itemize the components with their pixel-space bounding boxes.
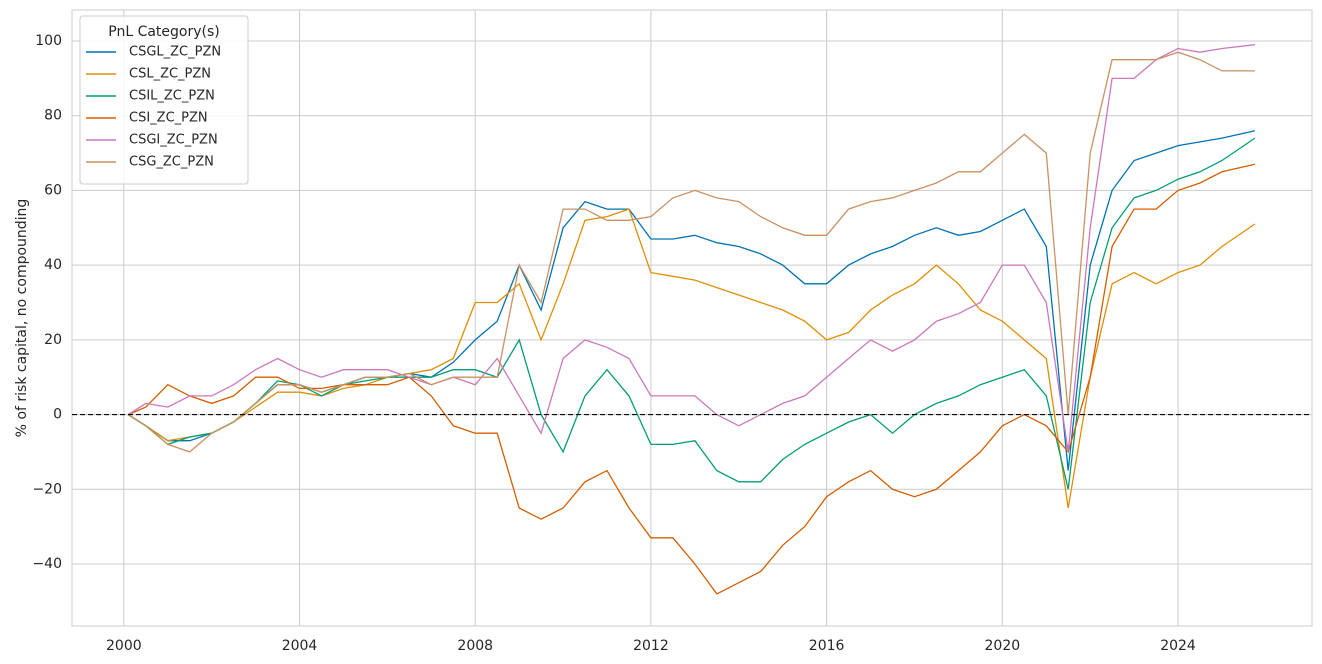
legend-box [79, 15, 249, 185]
series-line [127, 208, 1256, 509]
y-tick-label: 100 [35, 33, 62, 49]
y-tick-label: −20 [32, 481, 62, 497]
y-tick-label: 20 [44, 332, 62, 348]
legend-label: CSGI_ZC_PZN [129, 133, 218, 148]
y-tick-label: 0 [53, 407, 62, 423]
y-tick-label: −40 [32, 556, 62, 572]
x-tick-label: 2016 [809, 638, 845, 654]
legend-title: PnL Category(s) [108, 24, 220, 40]
y-axis-label: % of risk capital, no compounding [14, 199, 30, 438]
series-line [127, 44, 1255, 452]
x-tick-label: 2000 [106, 638, 142, 654]
x-tick-label: 2012 [633, 638, 669, 654]
x-tick-label: 2008 [457, 638, 493, 654]
x-tick-label: 2020 [985, 638, 1021, 654]
legend-label: CSI_ZC_PZN [129, 111, 208, 126]
series-line [127, 51, 1255, 453]
series-line [127, 137, 1256, 490]
x-tick-label: 2004 [282, 638, 318, 654]
y-tick-label: 80 [44, 108, 62, 124]
plot-area [71, 9, 1313, 627]
legend-label: CSG_ZC_PZN [129, 155, 214, 170]
legend-label: CSIL_ZC_PZN [129, 89, 215, 104]
y-tick-label: 60 [44, 182, 62, 198]
x-tick-label: 2024 [1160, 638, 1196, 654]
legend-label: CSL_ZC_PZN [129, 67, 211, 82]
y-tick-label: 40 [44, 257, 62, 273]
legend-label: CSGL_ZC_PZN [129, 45, 221, 60]
